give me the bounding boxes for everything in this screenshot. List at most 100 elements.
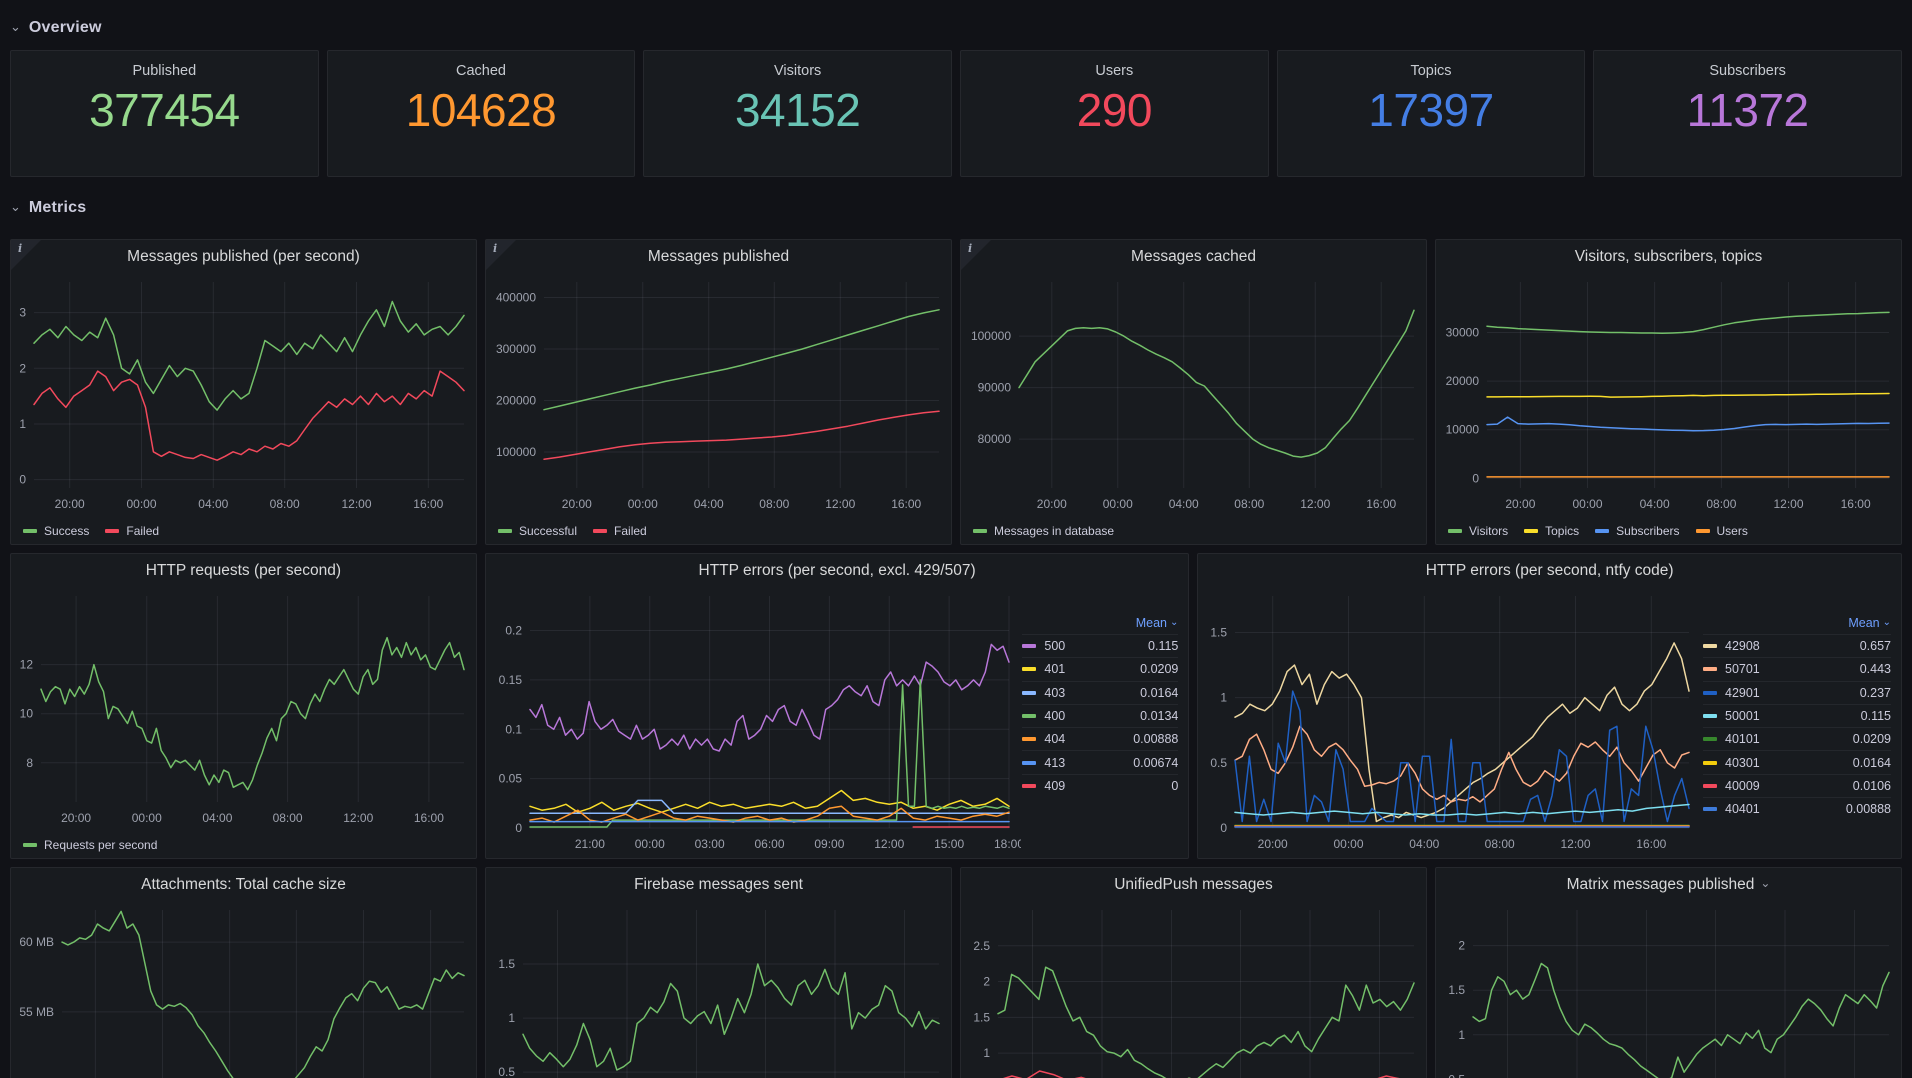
chart-legend: Success Failed — [11, 518, 476, 544]
legend-table-row[interactable]: 42901 0.237 — [1703, 680, 1891, 704]
svg-text:1: 1 — [983, 1046, 990, 1060]
panel-header[interactable]: Attachments: Total cache size — [11, 868, 476, 902]
legend-table-row[interactable]: 40009 0.0106 — [1703, 773, 1891, 797]
panel-title: Messages cached — [1131, 248, 1256, 265]
legend-mean-value: 0.657 — [1859, 639, 1891, 654]
svg-text:00:00: 00:00 — [628, 497, 658, 511]
chart-canvas[interactable]: 21:00 00:00 03:00 06:00 09:00 12:00 15:00 18:00… — [486, 588, 1021, 858]
legend-mean-value: 0.00888 — [1133, 732, 1179, 747]
series-color-swatch — [1022, 737, 1037, 742]
panel-header[interactable]: Matrix messages published ⌄ — [1436, 868, 1901, 902]
svg-text:08:00: 08:00 — [1485, 837, 1515, 851]
svg-text:21:00: 21:00 — [575, 837, 605, 851]
svg-text:00:00: 00:00 — [1334, 837, 1364, 851]
legend-table-row[interactable]: 40101 0.0209 — [1703, 727, 1891, 750]
chevron-down-icon: ⌄ — [10, 198, 21, 214]
legend-item[interactable]: Messages in database — [973, 524, 1114, 538]
svg-text:16:00: 16:00 — [1841, 497, 1871, 511]
legend-table-row[interactable]: 40401 0.00888 — [1703, 797, 1891, 820]
panel-header[interactable]: Messages published — [486, 240, 951, 274]
series-color-swatch — [1524, 529, 1539, 533]
legend-item[interactable]: Failed — [105, 524, 159, 538]
chart-canvas[interactable]: 60 MB 55 MB — [11, 902, 476, 1078]
panel-header[interactable]: HTTP requests (per second) — [11, 554, 476, 588]
panel-visitors-subscribers-topics: Visitors, subscribers, topics 20:00 00:00… — [1435, 239, 1902, 545]
legend-table-row[interactable]: 400 0.0134 — [1022, 703, 1179, 727]
svg-text:00:00: 00:00 — [1103, 497, 1133, 511]
section-header-overview[interactable]: ⌄ Overview — [10, 6, 1902, 50]
legend-item[interactable]: Visitors — [1448, 524, 1508, 538]
legend-item[interactable]: Successful — [498, 524, 577, 538]
svg-text:0.2: 0.2 — [505, 624, 522, 638]
svg-text:12:00: 12:00 — [341, 497, 371, 511]
series-color-swatch — [1022, 644, 1037, 649]
legend-mean-header[interactable]: Mean ⌄ — [1022, 612, 1179, 634]
legend-table-row[interactable]: 50701 0.443 — [1703, 657, 1891, 680]
svg-text:08:00: 08:00 — [759, 497, 789, 511]
svg-text:20:00: 20:00 — [1258, 837, 1288, 851]
legend-table-row[interactable]: 401 0.0209 — [1022, 657, 1179, 680]
info-corner[interactable]: i — [11, 240, 41, 270]
legend-series-code: 40009 — [1725, 778, 1760, 793]
panel-header[interactable]: Firebase messages sent — [486, 868, 951, 902]
legend-item[interactable]: Subscribers — [1595, 524, 1680, 538]
legend-item[interactable]: Users — [1695, 524, 1748, 538]
legend-mean-value: 0.443 — [1859, 662, 1891, 677]
panel-header[interactable]: Visitors, subscribers, topics — [1436, 240, 1901, 274]
chart-canvas[interactable]: 2.5 2 1.5 1 — [961, 902, 1426, 1078]
legend-table-row[interactable]: 50001 0.115 — [1703, 703, 1891, 727]
panel-messages-published-rate: i Messages published (per second) 20:00 0… — [10, 239, 477, 545]
svg-text:1: 1 — [19, 417, 26, 431]
section-header-metrics[interactable]: ⌄ Metrics — [10, 177, 1902, 239]
chart-legend: Messages in database — [961, 518, 1426, 544]
svg-text:20:00: 20:00 — [1505, 497, 1535, 511]
legend-table-row[interactable]: 409 0 — [1022, 773, 1179, 797]
legend-table-row[interactable]: 40301 0.0164 — [1703, 750, 1891, 773]
svg-text:1.5: 1.5 — [1448, 983, 1465, 997]
legend-series-code: 500 — [1044, 639, 1066, 654]
svg-text:08:00: 08:00 — [1234, 497, 1264, 511]
svg-text:08:00: 08:00 — [270, 497, 300, 511]
svg-text:04:00: 04:00 — [1640, 497, 1670, 511]
stat-label: Cached — [456, 63, 506, 79]
svg-text:12:00: 12:00 — [1561, 837, 1591, 851]
series-color-swatch — [1703, 667, 1717, 672]
chart-canvas[interactable]: 20:00 00:00 04:00 08:00 12:00 16:00 1.5 1 0.5 0 — [1198, 588, 1701, 858]
legend-item[interactable]: Requests per second — [23, 838, 157, 852]
svg-text:12:00: 12:00 — [1773, 497, 1803, 511]
legend-table-row[interactable]: 42908 0.657 — [1703, 634, 1891, 657]
svg-text:12:00: 12:00 — [825, 497, 855, 511]
panel-header[interactable]: Messages cached — [961, 240, 1426, 274]
panel-header[interactable]: HTTP errors (per second, ntfy code) — [1198, 554, 1901, 588]
chart-canvas[interactable]: 20:00 00:00 04:00 08:00 12:00 16:00 100000 9000… — [961, 274, 1426, 518]
legend-table-row[interactable]: 413 0.00674 — [1022, 750, 1179, 773]
legend-table-row[interactable]: 404 0.00888 — [1022, 727, 1179, 750]
svg-text:12:00: 12:00 — [343, 811, 373, 825]
svg-text:30000: 30000 — [1446, 326, 1480, 340]
legend-item[interactable]: Failed — [593, 524, 647, 538]
info-corner[interactable]: i — [486, 240, 516, 270]
legend-series-code: 42901 — [1725, 685, 1760, 700]
legend-table-row[interactable]: 500 0.115 — [1022, 634, 1179, 657]
legend-item[interactable]: Topics — [1524, 524, 1579, 538]
panel-title: HTTP errors (per second, excl. 429/507) — [698, 562, 976, 579]
chart-canvas[interactable]: 20:00 00:00 04:00 08:00 12:00 16:00 3 2 1 0 — [11, 274, 476, 518]
info-icon: i — [968, 242, 973, 255]
panel-header[interactable]: HTTP errors (per second, excl. 429/507) — [486, 554, 1189, 588]
chart-canvas[interactable]: 20:00 00:00 04:00 08:00 12:00 16:00 12 10 8 — [11, 588, 476, 832]
legend-mean-header[interactable]: Mean ⌄ — [1703, 612, 1891, 634]
chart-canvas[interactable]: 20:00 00:00 04:00 08:00 12:00 16:00 400000 3000… — [486, 274, 951, 518]
chart-canvas[interactable]: 2 1.5 1 0.5 — [1436, 902, 1901, 1078]
series-color-swatch — [1703, 644, 1717, 649]
legend-table-row[interactable]: 403 0.0164 — [1022, 680, 1179, 704]
chart-canvas[interactable]: 1.5 1 0.5 — [486, 902, 951, 1078]
svg-text:04:00: 04:00 — [694, 497, 724, 511]
panel-header[interactable]: UnifiedPush messages — [961, 868, 1426, 902]
legend-item[interactable]: Success — [23, 524, 89, 538]
info-corner[interactable]: i — [961, 240, 991, 270]
panel-header[interactable]: Messages published (per second) — [11, 240, 476, 274]
legend-table: Mean ⌄ 42908 0.657 50701 0.443 42901 0.237 50001… — [1701, 588, 1901, 858]
panel-title: Matrix messages published — [1566, 876, 1755, 893]
stat-panel-published: Published 377454 — [10, 50, 319, 177]
chart-canvas[interactable]: 20:00 00:00 04:00 08:00 12:00 16:00 30000 20000… — [1436, 274, 1901, 518]
